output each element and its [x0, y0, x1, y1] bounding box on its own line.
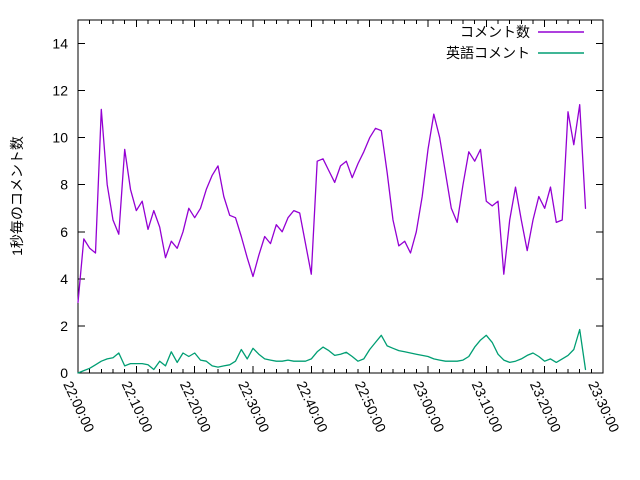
y-tick-label: 10	[52, 130, 68, 146]
x-tick-label: 22:40:00	[294, 379, 332, 435]
y-tick-label: 6	[60, 224, 68, 240]
legend: コメント数 英語コメント	[446, 24, 584, 61]
y-tick-label: 2	[60, 318, 68, 334]
x-tick-label: 22:30:00	[235, 379, 273, 435]
x-tick-label: 22:00:00	[60, 379, 98, 435]
x-tick-label: 22:10:00	[119, 379, 157, 435]
x-tick-label: 23:10:00	[469, 379, 507, 435]
y-tick-label: 0	[60, 365, 68, 381]
comment-count-line	[77, 104, 587, 304]
y-axis-title: 1秒毎のコメント数	[9, 136, 25, 256]
legend-label-english-comment: 英語コメント	[446, 45, 530, 61]
y-tick-label: 12	[52, 83, 68, 99]
x-tick-label: 23:20:00	[527, 379, 565, 435]
x-tick-label: 23:30:00	[585, 379, 623, 435]
y-tick-labels: 0 2 4 6 8 10 12 14	[52, 36, 68, 381]
english-comment-line	[77, 328, 587, 374]
legend-label-comment-count: コメント数	[460, 24, 530, 40]
y-tick-label: 4	[60, 271, 68, 287]
x-tick-label: 22:20:00	[177, 379, 215, 435]
x-tick-labels: 22:00:00 22:10:00 22:20:00 22:30:00 22:40:00…	[60, 379, 623, 435]
y-tick-label: 14	[52, 36, 68, 52]
plot-border	[77, 19, 604, 374]
tick-marks	[77, 20, 604, 374]
y-tick-label: 8	[60, 177, 68, 193]
x-tick-label: 22:50:00	[352, 379, 390, 435]
x-tick-label: 23:00:00	[410, 379, 448, 435]
